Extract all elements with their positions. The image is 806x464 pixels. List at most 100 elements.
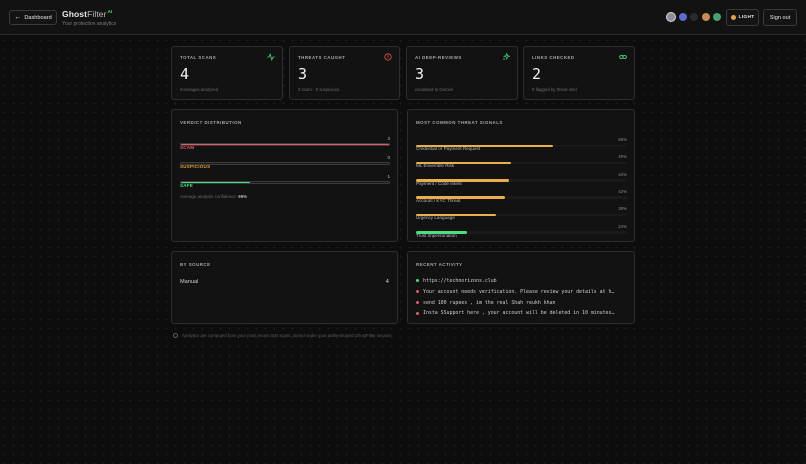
stat-value: 3	[298, 65, 308, 83]
alert-circle-icon	[384, 53, 392, 61]
sun-icon	[730, 15, 736, 20]
signal-label: Credential or Payment Request	[416, 146, 481, 151]
info-icon	[173, 333, 178, 338]
signal-row: Credential or Payment Request 65%	[416, 137, 627, 155]
by-source-card: BY SOURCE Manual 4	[171, 251, 398, 324]
signal-bar-fill	[416, 231, 467, 234]
signal-bar-track	[416, 213, 627, 217]
verdict-count: 1	[387, 174, 390, 179]
analytics-footnote: Analytics are computed from your most re…	[173, 333, 393, 338]
stat-card-links-checked: LINKS CHECKED 2 0 flagged by threat inte…	[523, 46, 635, 100]
stat-label: AI DEEP-REVIEWS	[415, 55, 462, 60]
signal-label: Urgency Language	[416, 215, 455, 221]
signal-percent: 45%	[618, 154, 627, 160]
activity-item[interactable]: https://technorizons.club	[416, 278, 628, 284]
stat-value: 3	[415, 65, 425, 83]
signal-percent: 24%	[618, 223, 627, 229]
recent-activity-card: RECENT ACTIVITY https://technorizons.clu…	[407, 251, 635, 324]
signal-bar-fill	[416, 161, 511, 165]
section-title: BY SOURCE	[180, 262, 211, 267]
back-button-label: Dashboard	[24, 14, 52, 21]
verdict-label: SAFE	[180, 183, 194, 188]
status-dot-icon	[416, 300, 419, 304]
link-icon	[619, 55, 627, 59]
status-dot-icon	[416, 311, 419, 315]
signal-label: ML Ensemble Risk	[416, 163, 455, 169]
activity-text: Your account needs verification. Please …	[423, 288, 615, 295]
activity-item[interactable]: send 100 rupees , im the real Shah reukh…	[416, 300, 628, 306]
stat-value: 4	[180, 65, 190, 83]
signal-bar-track	[416, 231, 627, 234]
signal-label: Account / KYC Threat	[416, 197, 461, 203]
color-swatch[interactable]	[678, 13, 687, 21]
brand-bold: Ghost	[62, 9, 88, 19]
color-swatch[interactable]	[713, 13, 721, 21]
signal-bar-track	[416, 161, 627, 165]
verdict-bar-fill	[181, 143, 389, 145]
theme-color-swatches	[667, 13, 721, 21]
signal-percent: 44%	[618, 171, 627, 177]
status-dot-icon	[416, 279, 419, 283]
stat-label: TOTAL SCANS	[180, 55, 217, 60]
stat-subtext: escalated to Gemini	[415, 87, 453, 92]
verdict-label: SUSPICIOUS	[180, 164, 211, 169]
stat-card-ai-deep-reviews: AI DEEP-REVIEWS 3 escalated to Gemini	[406, 46, 518, 100]
stat-subtext: 3 scam · 0 suspicious	[298, 87, 340, 92]
section-title: MOST COMMON THREAT SIGNALS	[416, 120, 503, 125]
color-swatch[interactable]	[701, 13, 710, 21]
signal-row: Account / KYC Threat 42%	[416, 189, 627, 207]
activity-text: https://technorizons.club	[423, 278, 497, 284]
verdict-distribution-card: VERDICT DISTRIBUTION SCAM 3 SUSPICIOUS 0…	[171, 109, 398, 242]
stat-value: 2	[532, 65, 542, 83]
sparkle-icon	[502, 53, 510, 61]
status-dot-icon	[416, 289, 419, 293]
app-brand: GhostFilterAI	[62, 9, 112, 19]
verdict-bar-track	[180, 161, 390, 165]
signal-bar-track	[416, 144, 627, 147]
verdict-bar-track	[180, 180, 390, 184]
stat-label: LINKS CHECKED	[532, 55, 575, 60]
verdict-bar-fill	[181, 181, 250, 183]
stat-subtext: 0 flagged by threat intel	[532, 87, 577, 92]
page-subtitle: Your protection analytics	[62, 21, 117, 27]
top-header: ← Dashboard GhostFilterAI Your protectio…	[0, 0, 806, 35]
activity-item[interactable]: Your account needs verification. Please …	[416, 289, 628, 295]
color-swatch[interactable]	[667, 13, 675, 21]
theme-toggle-button[interactable]: LIGHT	[726, 9, 759, 26]
arrow-left-icon: ←	[14, 14, 22, 21]
signal-bar-fill	[416, 213, 497, 217]
verdict-row-safe: SAFE 1	[180, 174, 390, 192]
activity-item[interactable]: Insta SSupport here , your account will …	[416, 310, 628, 316]
source-name: Manual	[180, 279, 199, 285]
back-to-dashboard-button[interactable]: ← Dashboard	[9, 10, 57, 25]
signal-bar-fill	[416, 179, 509, 182]
section-title: RECENT ACTIVITY	[416, 262, 463, 267]
signal-label: Trust Impersonation	[416, 232, 457, 238]
stat-label: THREATS CAUGHT	[298, 55, 346, 60]
verdict-bar-track	[180, 142, 390, 146]
signal-bar-fill	[416, 144, 554, 147]
source-count: 4	[385, 279, 389, 285]
color-swatch[interactable]	[690, 13, 698, 21]
stat-subtext: messages analyzed	[180, 87, 218, 92]
signal-row: Trust Impersonation 24%	[416, 224, 627, 242]
confidence-value: 95%	[238, 194, 248, 199]
theme-toggle-label: LIGHT	[738, 15, 755, 20]
signal-percent: 38%	[618, 206, 627, 212]
stat-card-total-scans: TOTAL SCANS 4 messages analyzed	[171, 46, 283, 100]
activity-icon	[267, 53, 275, 61]
footnote-text: Analytics are computed from your most re…	[182, 333, 393, 338]
activity-text: Insta SSupport here , your account will …	[423, 310, 615, 317]
average-confidence: Average analysis confidence: 95%	[180, 194, 247, 199]
signal-bar-track	[416, 196, 627, 199]
activity-text: send 100 rupees , im the real Shah reukh…	[423, 299, 556, 306]
verdict-count: 3	[387, 136, 390, 141]
confidence-label: Average analysis confidence:	[180, 194, 238, 199]
verdict-row-scam: SCAM 3	[180, 136, 390, 154]
sign-out-button[interactable]: Sign out	[763, 9, 797, 26]
section-title: VERDICT DISTRIBUTION	[180, 120, 242, 125]
signal-label: Payment / Code Intent	[416, 180, 462, 186]
signal-bar-fill	[416, 196, 505, 199]
brand-badge: AI	[107, 9, 113, 15]
brand-light: Filter	[87, 9, 107, 19]
